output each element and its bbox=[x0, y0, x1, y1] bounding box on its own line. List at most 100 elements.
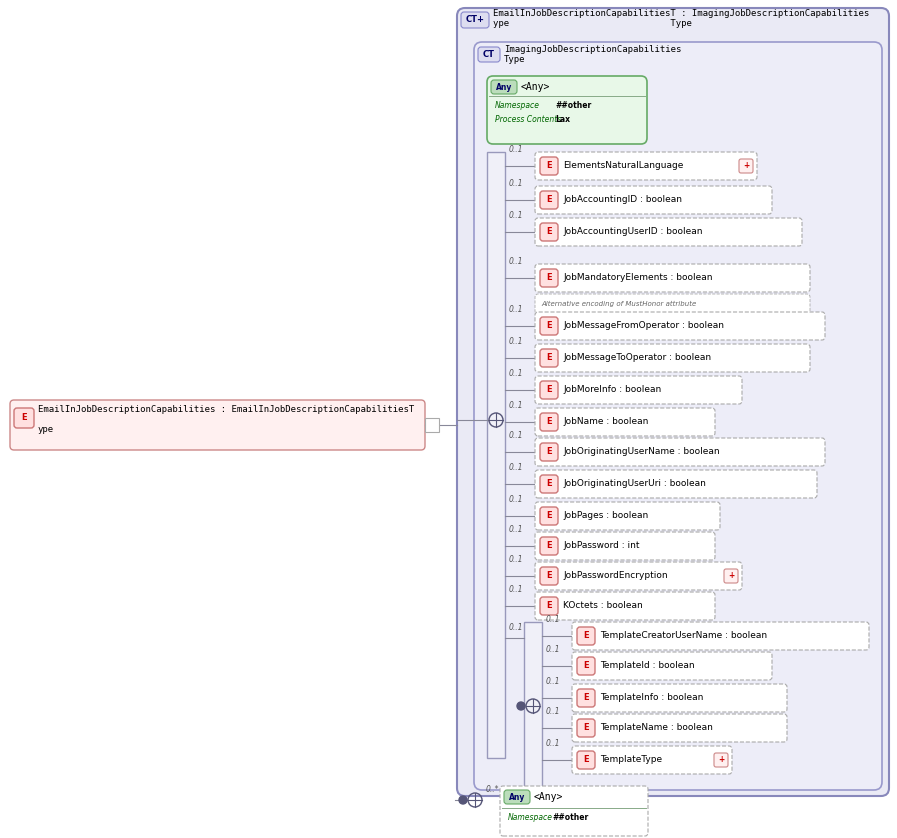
FancyBboxPatch shape bbox=[724, 569, 738, 583]
Text: E: E bbox=[546, 273, 552, 282]
FancyBboxPatch shape bbox=[535, 312, 825, 340]
Text: Lax: Lax bbox=[555, 116, 570, 125]
FancyBboxPatch shape bbox=[535, 592, 715, 620]
Circle shape bbox=[459, 796, 467, 804]
Text: CT+: CT+ bbox=[466, 15, 484, 24]
Text: TemplateId : boolean: TemplateId : boolean bbox=[600, 661, 694, 670]
Text: CT: CT bbox=[483, 50, 495, 59]
Text: 0..*: 0..* bbox=[486, 784, 500, 794]
Text: EmailInJobDescriptionCapabilities : EmailInJobDescriptionCapabilitiesT: EmailInJobDescriptionCapabilities : Emai… bbox=[38, 406, 414, 415]
Text: E: E bbox=[546, 162, 552, 170]
FancyBboxPatch shape bbox=[504, 790, 530, 804]
Text: E: E bbox=[546, 479, 552, 489]
Text: 0..1: 0..1 bbox=[509, 584, 524, 593]
Text: 0..1: 0..1 bbox=[509, 525, 524, 534]
Text: JobOriginatingUserName : boolean: JobOriginatingUserName : boolean bbox=[563, 447, 719, 457]
FancyBboxPatch shape bbox=[540, 317, 558, 335]
Text: JobMessageToOperator : boolean: JobMessageToOperator : boolean bbox=[563, 354, 711, 363]
Text: +: + bbox=[743, 162, 749, 170]
FancyBboxPatch shape bbox=[535, 186, 772, 214]
Text: E: E bbox=[583, 694, 588, 702]
FancyBboxPatch shape bbox=[540, 349, 558, 367]
Text: Namespace: Namespace bbox=[495, 101, 540, 111]
Text: 0..1: 0..1 bbox=[509, 369, 524, 377]
Text: JobPassword : int: JobPassword : int bbox=[563, 541, 640, 551]
Text: 0..1: 0..1 bbox=[509, 178, 524, 188]
Text: +: + bbox=[727, 572, 734, 581]
Text: ImagingJobDescriptionCapabilities: ImagingJobDescriptionCapabilities bbox=[504, 44, 682, 54]
Text: EmailInJobDescriptionCapabilitiesT : ImagingJobDescriptionCapabilities: EmailInJobDescriptionCapabilitiesT : Ima… bbox=[493, 9, 869, 18]
Text: 0..1: 0..1 bbox=[546, 706, 561, 716]
Text: 0..1: 0..1 bbox=[546, 676, 561, 685]
FancyBboxPatch shape bbox=[535, 218, 802, 246]
Text: Namespace: Namespace bbox=[508, 814, 553, 823]
FancyBboxPatch shape bbox=[474, 42, 882, 790]
FancyBboxPatch shape bbox=[577, 719, 595, 737]
Text: TemplateType: TemplateType bbox=[600, 756, 662, 764]
FancyBboxPatch shape bbox=[577, 657, 595, 675]
Bar bbox=[487, 152, 505, 758]
Text: JobMoreInfo : boolean: JobMoreInfo : boolean bbox=[563, 385, 661, 395]
Text: E: E bbox=[546, 602, 552, 611]
Text: 0..1: 0..1 bbox=[546, 614, 561, 623]
FancyBboxPatch shape bbox=[535, 470, 817, 498]
FancyBboxPatch shape bbox=[577, 627, 595, 645]
Text: E: E bbox=[546, 385, 552, 395]
Text: E: E bbox=[546, 227, 552, 236]
Text: JobMandatoryElements : boolean: JobMandatoryElements : boolean bbox=[563, 273, 712, 282]
FancyBboxPatch shape bbox=[572, 746, 732, 774]
FancyBboxPatch shape bbox=[535, 376, 742, 404]
Text: E: E bbox=[546, 447, 552, 457]
FancyBboxPatch shape bbox=[535, 438, 825, 466]
Text: 0..1: 0..1 bbox=[509, 623, 524, 633]
Text: E: E bbox=[583, 661, 588, 670]
Text: KOctets : boolean: KOctets : boolean bbox=[563, 602, 643, 611]
FancyBboxPatch shape bbox=[540, 537, 558, 555]
FancyBboxPatch shape bbox=[572, 652, 772, 680]
FancyBboxPatch shape bbox=[487, 76, 647, 144]
FancyBboxPatch shape bbox=[540, 475, 558, 493]
Text: JobAccountingID : boolean: JobAccountingID : boolean bbox=[563, 195, 682, 204]
Circle shape bbox=[517, 702, 525, 710]
FancyBboxPatch shape bbox=[535, 562, 742, 590]
FancyBboxPatch shape bbox=[457, 8, 889, 796]
Text: E: E bbox=[546, 541, 552, 551]
Text: 0..1: 0..1 bbox=[509, 256, 524, 266]
Text: +: + bbox=[718, 756, 724, 764]
Text: TemplateName : boolean: TemplateName : boolean bbox=[600, 723, 713, 732]
Text: 0..1: 0..1 bbox=[509, 494, 524, 504]
Text: 0..1: 0..1 bbox=[546, 644, 561, 654]
Text: E: E bbox=[546, 417, 552, 427]
Text: Any: Any bbox=[496, 82, 512, 91]
FancyBboxPatch shape bbox=[535, 532, 715, 560]
Text: E: E bbox=[583, 723, 588, 732]
FancyBboxPatch shape bbox=[535, 344, 810, 372]
FancyBboxPatch shape bbox=[540, 507, 558, 525]
Text: E: E bbox=[583, 632, 588, 640]
FancyBboxPatch shape bbox=[478, 47, 500, 62]
FancyBboxPatch shape bbox=[540, 157, 558, 175]
Text: E: E bbox=[546, 511, 552, 520]
Text: ##other: ##other bbox=[555, 101, 591, 111]
Text: JobMessageFromOperator : boolean: JobMessageFromOperator : boolean bbox=[563, 322, 724, 330]
FancyBboxPatch shape bbox=[500, 786, 648, 836]
FancyBboxPatch shape bbox=[572, 684, 787, 712]
Bar bbox=[524, 622, 542, 790]
Text: E: E bbox=[22, 413, 27, 422]
FancyBboxPatch shape bbox=[535, 408, 715, 436]
Text: E: E bbox=[546, 322, 552, 330]
Bar bbox=[425, 418, 439, 432]
FancyBboxPatch shape bbox=[540, 413, 558, 431]
FancyBboxPatch shape bbox=[540, 269, 558, 287]
FancyBboxPatch shape bbox=[577, 751, 595, 769]
Text: 0..1: 0..1 bbox=[509, 210, 524, 220]
FancyBboxPatch shape bbox=[540, 567, 558, 585]
FancyBboxPatch shape bbox=[714, 753, 728, 767]
Text: JobPages : boolean: JobPages : boolean bbox=[563, 511, 649, 520]
FancyBboxPatch shape bbox=[535, 264, 810, 292]
FancyBboxPatch shape bbox=[572, 622, 869, 650]
Text: E: E bbox=[583, 756, 588, 764]
Text: JobOriginatingUserUri : boolean: JobOriginatingUserUri : boolean bbox=[563, 479, 706, 489]
Text: 0..1: 0..1 bbox=[509, 555, 524, 563]
FancyBboxPatch shape bbox=[572, 714, 787, 742]
